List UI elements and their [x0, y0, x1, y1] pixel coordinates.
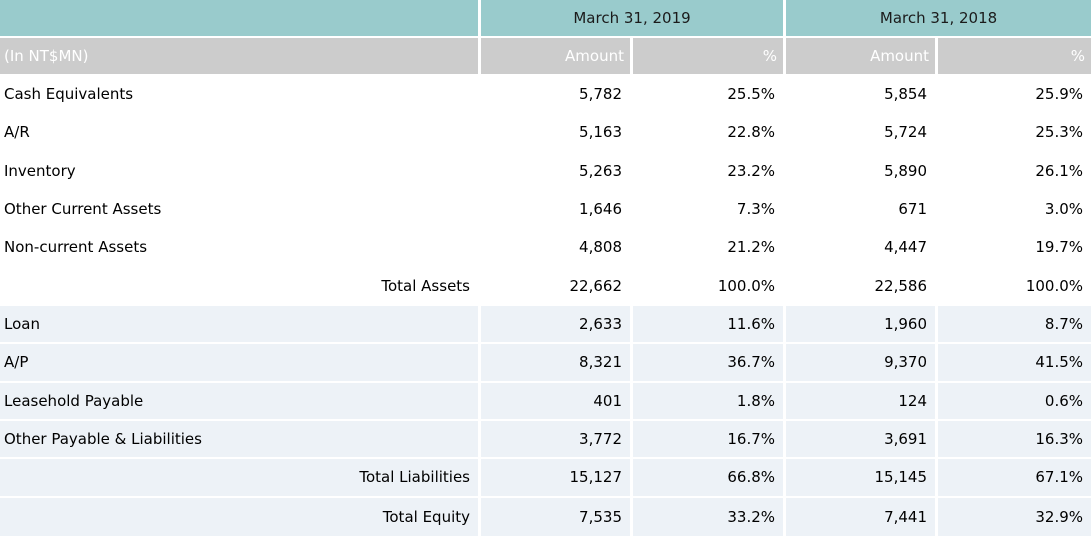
pct-2019: 36.7%: [633, 344, 787, 383]
table-row-ap: A/P 8,321 36.7% 9,370 41.5%: [0, 344, 1091, 383]
pct-2019: 23.2%: [633, 152, 787, 191]
table-row-total-equity: Total Equity 7,535 33.2% 7,441 32.9%: [0, 497, 1091, 536]
row-label: A/P: [0, 344, 481, 383]
row-label: Non-current Assets: [0, 229, 481, 268]
table-row-ar: A/R 5,163 22.8% 5,724 25.3%: [0, 114, 1091, 153]
pct-2019: 21.2%: [633, 229, 787, 268]
amount-2019: 3,772: [481, 420, 633, 460]
amount-2018: 3,691: [786, 420, 939, 460]
pct-2018: 16.3%: [938, 420, 1091, 460]
amount-2018: 671: [786, 190, 939, 230]
row-label: A/R: [0, 114, 481, 153]
amount-2018: 1,960: [786, 305, 939, 345]
table-row-total-assets: Total Assets 22,662 100.0% 22,586 100.0%: [0, 267, 1091, 306]
table-row-cash-equivalents: Cash Equivalents 5,782 25.5% 5,854 25.9%: [0, 76, 1091, 115]
pct-2018: 8.7%: [938, 305, 1091, 345]
amount-2018: 22,586: [786, 267, 939, 306]
row-label: Leasehold Payable: [0, 382, 481, 421]
amount-2018: 5,854: [786, 76, 939, 115]
pct-2018: 32.9%: [938, 497, 1091, 536]
table-row-non-current-assets: Non-current Assets 4,808 21.2% 4,447 19.…: [0, 229, 1091, 268]
pct-2019: 25.5%: [633, 76, 787, 115]
column-header-row: (In NT$MN) Amount % Amount %: [0, 38, 1091, 76]
pct-2019: 11.6%: [633, 305, 787, 345]
amount-2018: 124: [786, 382, 939, 421]
row-label: Inventory: [0, 152, 481, 191]
pct-2019: 16.7%: [633, 420, 787, 460]
amount-2019: 1,646: [481, 190, 633, 230]
table-row-other-current-assets: Other Current Assets 1,646 7.3% 671 3.0%: [0, 190, 1091, 230]
pct-2019: 33.2%: [633, 497, 787, 536]
amount-column-header-2018: Amount: [786, 38, 939, 76]
period-header-2019: March 31, 2019: [481, 0, 787, 38]
row-label: Total Assets: [0, 267, 481, 306]
amount-2018: 4,447: [786, 229, 939, 268]
table-row-total-liabilities: Total Liabilities 15,127 66.8% 15,145 67…: [0, 459, 1091, 498]
amount-2019: 2,633: [481, 305, 633, 345]
table-row-other-payable-liabilities: Other Payable & Liabilities 3,772 16.7% …: [0, 420, 1091, 460]
pct-2018: 67.1%: [938, 459, 1091, 498]
row-label: Loan: [0, 305, 481, 345]
row-label: Other Current Assets: [0, 190, 481, 230]
amount-2019: 5,782: [481, 76, 633, 115]
amount-2019: 7,535: [481, 497, 633, 536]
table-row-inventory: Inventory 5,263 23.2% 5,890 26.1%: [0, 152, 1091, 191]
pct-column-header-2018: %: [938, 38, 1091, 76]
pct-2018: 25.9%: [938, 76, 1091, 115]
amount-2018: 9,370: [786, 344, 939, 383]
amount-2019: 5,263: [481, 152, 633, 191]
pct-2019: 7.3%: [633, 190, 787, 230]
pct-2018: 0.6%: [938, 382, 1091, 421]
amount-2018: 7,441: [786, 497, 939, 536]
pct-2019: 1.8%: [633, 382, 787, 421]
table-row-loan: Loan 2,633 11.6% 1,960 8.7%: [0, 305, 1091, 345]
pct-2018: 25.3%: [938, 114, 1091, 153]
pct-2018: 41.5%: [938, 344, 1091, 383]
pct-2018: 100.0%: [938, 267, 1091, 306]
amount-2019: 15,127: [481, 459, 633, 498]
period-header-2018: March 31, 2018: [786, 0, 1091, 38]
pct-column-header-2019: %: [633, 38, 787, 76]
amount-2019: 8,321: [481, 344, 633, 383]
pct-2018: 26.1%: [938, 152, 1091, 191]
corner-cell: [0, 0, 481, 38]
pct-2018: 3.0%: [938, 190, 1091, 230]
amount-column-header-2019: Amount: [481, 38, 633, 76]
amount-2018: 15,145: [786, 459, 939, 498]
row-label: Cash Equivalents: [0, 76, 481, 115]
row-label: Other Payable & Liabilities: [0, 420, 481, 460]
row-label: Total Liabilities: [0, 459, 481, 498]
amount-2018: 5,724: [786, 114, 939, 153]
table-row-leasehold-payable: Leasehold Payable 401 1.8% 124 0.6%: [0, 382, 1091, 421]
pct-2019: 100.0%: [633, 267, 787, 306]
period-header-row: March 31, 2019 March 31, 2018: [0, 0, 1091, 38]
amount-2018: 5,890: [786, 152, 939, 191]
amount-2019: 22,662: [481, 267, 633, 306]
row-label: Total Equity: [0, 497, 481, 536]
pct-2019: 22.8%: [633, 114, 787, 153]
amount-2019: 4,808: [481, 229, 633, 268]
pct-2018: 19.7%: [938, 229, 1091, 268]
amount-2019: 401: [481, 382, 633, 421]
pct-2019: 66.8%: [633, 459, 787, 498]
amount-2019: 5,163: [481, 114, 633, 153]
unit-label: (In NT$MN): [0, 38, 481, 76]
